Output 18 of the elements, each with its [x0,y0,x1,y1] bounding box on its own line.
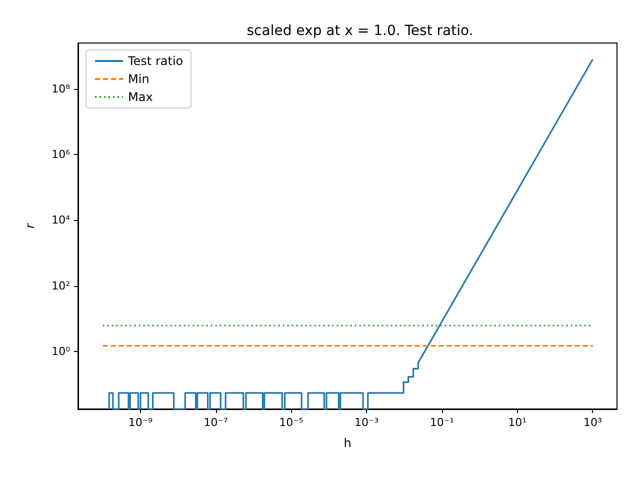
x-tick-label: 10¹ [508,416,527,429]
x-tick-label: 10⁻¹ [430,416,454,429]
y-tick-label: 10⁸ [52,82,71,96]
legend-label: Min [128,72,150,86]
y-tick-label: 10⁰ [52,345,71,358]
x-tick-label: 10⁻³ [354,416,379,429]
x-tick-label: 10⁻⁹ [128,416,153,429]
legend-label: Max [128,90,153,104]
chart-title: scaled exp at x = 1.0. Test ratio. [246,23,474,39]
x-tick-label: 10³ [584,416,602,429]
x-tick-label: 10⁻⁵ [279,416,304,429]
y-tick-label: 10⁴ [52,214,71,227]
y-tick-label: 10² [52,279,70,292]
x-tick-label: 10⁻⁷ [204,416,228,429]
y-axis-title: r [23,222,37,228]
legend-label: Test ratio [127,54,184,68]
y-tick-label: 10⁶ [52,148,71,162]
x-axis-title: h [344,436,352,450]
